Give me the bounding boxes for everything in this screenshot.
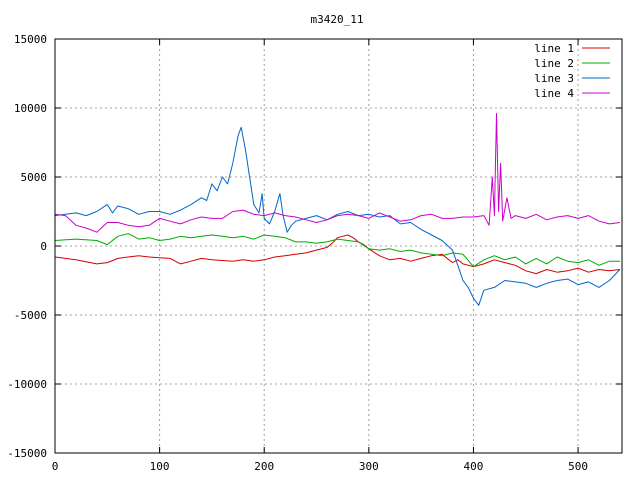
y-tick-label: 10000: [14, 102, 47, 115]
x-tick-label: 500: [568, 460, 588, 473]
legend-label: line 4: [534, 87, 574, 100]
y-tick-label: -10000: [7, 378, 47, 391]
series-lines: [54, 113, 621, 306]
axis-ticks: -15000 -10000 -5000 0 5000 10000 15000 0 100 200 3…: [7, 33, 622, 473]
legend-label: line 3: [534, 72, 574, 85]
grid-lines: [55, 39, 622, 453]
x-tick-label: 100: [150, 460, 170, 473]
y-tick-label: -5000: [14, 309, 47, 322]
legend-label: line 1: [534, 42, 574, 55]
series-line-4: [54, 113, 620, 233]
plot-frame: [54, 38, 623, 454]
y-tick-label: 15000: [14, 33, 47, 46]
x-tick-label: 0: [52, 460, 59, 473]
y-tick-label: -15000: [7, 447, 47, 460]
legend-label: line 2: [534, 57, 574, 70]
y-tick-label: 5000: [21, 171, 48, 184]
series-line-1: [54, 234, 620, 275]
chart-title: m3420_11: [311, 13, 364, 26]
x-tick-label: 400: [464, 460, 484, 473]
series-line-2: [54, 233, 620, 268]
x-tick-label: 200: [254, 460, 274, 473]
series-line-3: [54, 126, 621, 306]
x-tick-label: 300: [359, 460, 379, 473]
y-tick-label: 0: [40, 240, 47, 253]
legend: line 1 line 2 line 3 line 4: [534, 42, 610, 100]
